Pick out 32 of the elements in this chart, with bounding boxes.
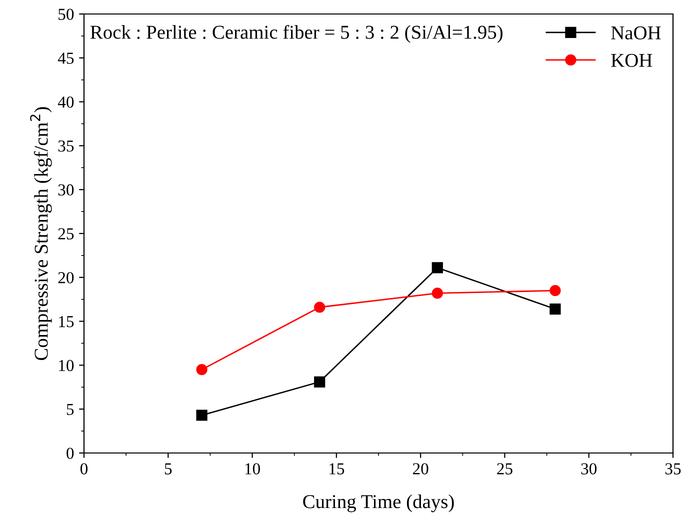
point bbox=[550, 285, 561, 296]
y-tick-label: 35 bbox=[58, 140, 74, 152]
annotation: Rock : Perlite : Ceramic fiber = 5 : 3 : 2 (Si/Al=1.95) bbox=[90, 24, 502, 43]
x-tick-label: 30 bbox=[581, 463, 597, 474]
x-axis-title: Curing Time (days) bbox=[303, 494, 454, 512]
point bbox=[550, 303, 561, 315]
y-tick-label: 20 bbox=[58, 272, 74, 284]
x-tick-label: 35 bbox=[665, 463, 681, 474]
point bbox=[196, 410, 208, 421]
y-tick-label: 30 bbox=[58, 184, 74, 196]
y-tick-label: 25 bbox=[58, 228, 74, 240]
y-tick-label: 0 bbox=[66, 448, 74, 459]
x-tick-label: 5 bbox=[164, 463, 172, 474]
x-tick-label: 20 bbox=[412, 463, 428, 474]
y-tick-label: 10 bbox=[59, 360, 74, 372]
y-tick-label: 40 bbox=[58, 96, 74, 108]
point bbox=[314, 376, 326, 388]
y-tick-label: 45 bbox=[58, 52, 74, 64]
legend-label: NaOH bbox=[611, 26, 661, 40]
x-tick-label: 15 bbox=[330, 463, 344, 474]
y-tick-label: 50 bbox=[58, 8, 74, 20]
point bbox=[432, 288, 443, 299]
point bbox=[314, 302, 326, 313]
x-tick-label: 25 bbox=[497, 463, 512, 474]
x-tick-label: 0 bbox=[80, 463, 88, 474]
y-axis-title: Compressive Strength (kgf/cm$^{2}$) bbox=[30, 107, 52, 360]
point bbox=[196, 364, 208, 376]
legend-label: KOH bbox=[611, 54, 652, 67]
point bbox=[432, 262, 443, 274]
y-tick-label: 15 bbox=[59, 316, 74, 328]
x-tick-label: 10 bbox=[245, 463, 260, 474]
y-tick-label: 5 bbox=[66, 404, 74, 416]
